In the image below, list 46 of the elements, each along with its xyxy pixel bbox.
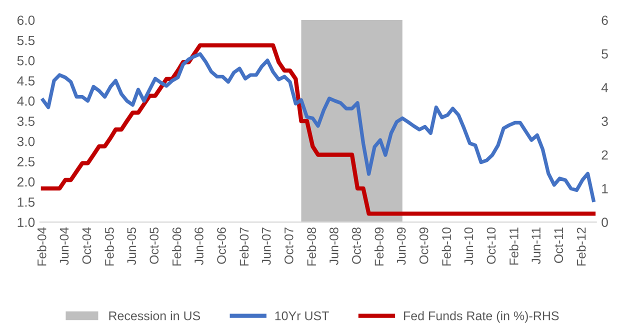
x-tick-label: Oct-07	[284, 228, 294, 264]
y-tick-label: 1.0	[18, 218, 35, 228]
y-tick-label: 2.0	[17, 177, 35, 187]
y2-tick-label: 1	[602, 184, 608, 194]
x-tick-label: Oct-11	[554, 228, 564, 263]
legend-label: Recession in US	[109, 311, 200, 320]
x-tick-label: Feb-05	[104, 227, 114, 266]
y-tick-label: 5.0	[17, 56, 35, 66]
y2-tick-label: 2	[602, 150, 608, 160]
x-tick-label: Feb-08	[306, 228, 316, 266]
y2-tick-label: 0	[602, 218, 608, 228]
x-tick-label: Oct-05	[150, 227, 159, 264]
y-tick-label: 1.5	[18, 198, 35, 207]
x-tick-label: Oct-09	[419, 228, 428, 264]
y2-tick-label: 6	[602, 16, 608, 25]
x-tick-label: Jun-05	[127, 227, 136, 265]
x-tick-label: Jun-04	[60, 227, 69, 265]
y-tick-label: 2.5	[17, 157, 35, 166]
y2-tick-label: 4	[601, 83, 608, 92]
y2-tick-label: 5	[602, 49, 608, 59]
x-tick-label: Jun-11	[532, 228, 541, 264]
x-tick-label: Jun-07	[262, 228, 271, 265]
y-tick-label: 3.5	[17, 116, 35, 126]
x-tick-label: Jun-09	[396, 228, 406, 265]
y2-tick-label: 3	[602, 116, 608, 126]
x-tick-label: Feb-07	[239, 228, 249, 266]
x-tick-label: Oct-04	[82, 227, 92, 264]
x-tick-label: Oct-08	[352, 228, 361, 264]
y-tick-label: 5.5	[17, 36, 35, 46]
x-tick-label: Feb-09	[374, 228, 384, 266]
x-tick-label: Feb-12	[576, 228, 586, 266]
x-tick-label: Jun-06	[194, 228, 204, 265]
y-tick-label: 4.5	[17, 76, 35, 86]
y-tick-label: 4.0	[17, 96, 35, 106]
x-tick-label: Jun-08	[330, 228, 338, 265]
x-tick-label: Feb-06	[172, 228, 182, 266]
x-tick-label: Feb-04	[37, 227, 46, 266]
x-tick-label: Oct-06	[217, 228, 226, 264]
y-tick-label: 3.0	[17, 136, 35, 146]
x-tick-label: Feb-11	[509, 228, 518, 265]
x-tick-label: Oct-10	[486, 227, 496, 264]
legend-label: 10Yr UST	[275, 311, 329, 320]
y-tick-label: 6.0	[17, 16, 35, 25]
x-tick-label: Feb-10	[442, 227, 451, 266]
legend-label: Fed Funds Rate (in %)-RHS	[404, 311, 559, 323]
x-tick-label: Jun-10	[464, 227, 474, 265]
